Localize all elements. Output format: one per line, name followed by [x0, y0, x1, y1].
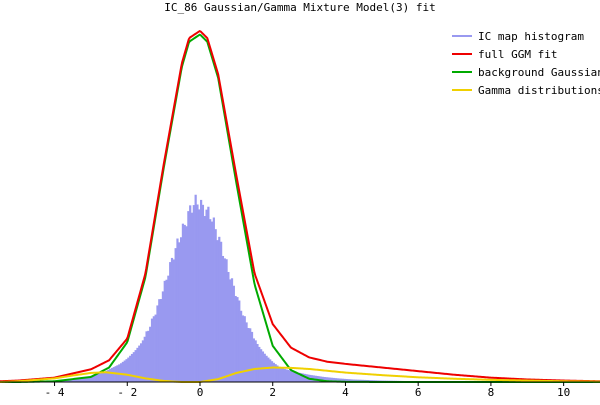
chart-title: IC_86 Gaussian/Gamma Mixture Model(3) fi…	[164, 1, 436, 14]
x-tick-label: - 2	[117, 386, 137, 399]
legend-label-gamma-distributions: Gamma distributions	[478, 84, 600, 97]
x-tick-label: 8	[488, 386, 495, 399]
x-tick-label: 0	[197, 386, 204, 399]
histogram-layer	[47, 195, 469, 382]
legend-label-full-ggm-fit: full GGM fit	[478, 48, 557, 61]
x-tick-label: 6	[415, 386, 422, 399]
legend-label-ic-map-histogram: IC map histogram	[478, 30, 584, 43]
legend: IC map histogram full GGM fit background G…	[452, 30, 600, 97]
x-tick-label: 2	[269, 386, 276, 399]
x-tick-label: - 4	[45, 386, 65, 399]
x-tick-label: 10	[557, 386, 570, 399]
axes-layer: - 4 - 2 0 2 4 6 8 10	[0, 382, 600, 399]
x-tick-label: 4	[342, 386, 349, 399]
legend-label-background-gaussian: background Gaussian	[478, 66, 600, 79]
